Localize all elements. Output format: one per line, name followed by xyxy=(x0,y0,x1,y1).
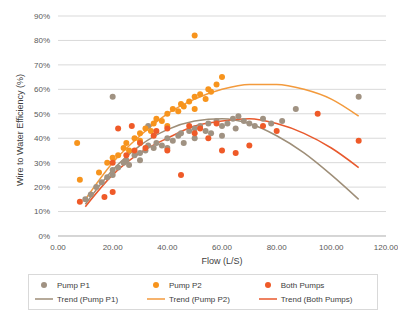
html-text:Trend (Both Pumps): Trend (Both Pumps) xyxy=(280,294,353,304)
svg-text:10%: 10% xyxy=(34,207,50,216)
svg-text:20.00: 20.00 xyxy=(103,243,124,252)
svg-text:40%: 40% xyxy=(34,134,50,143)
svg-text:90%: 90% xyxy=(34,12,50,21)
svg-text:80.00: 80.00 xyxy=(267,243,288,252)
svg-text:60.00: 60.00 xyxy=(212,243,233,252)
svg-text:120.00: 120.00 xyxy=(374,243,398,252)
svg-text:60%: 60% xyxy=(34,85,50,94)
svg-text:30%: 30% xyxy=(34,159,50,168)
html-text:Trend (Pump P2): Trend (Pump P2) xyxy=(168,294,230,304)
svg-text:Wire to Water Efficiency (%): Wire to Water Efficiency (%) xyxy=(15,74,25,186)
svg-text:Flow (L/S): Flow (L/S) xyxy=(201,256,242,266)
svg-text:70%: 70% xyxy=(34,61,50,70)
svg-text:40.00: 40.00 xyxy=(157,243,178,252)
svg-text:50%: 50% xyxy=(34,110,50,119)
html-text:Both Pumps: Both Pumps xyxy=(280,280,325,290)
html-text:Trend (Pump P1): Trend (Pump P1) xyxy=(57,294,119,304)
svg-text:0%: 0% xyxy=(38,232,50,241)
html-text:Pump P1: Pump P1 xyxy=(57,280,90,290)
svg-text:20%: 20% xyxy=(34,183,50,192)
svg-text:80%: 80% xyxy=(34,36,50,45)
svg-text:100.00: 100.00 xyxy=(319,243,344,252)
svg-text:0.00: 0.00 xyxy=(50,243,66,252)
html-text:Pump P2: Pump P2 xyxy=(168,280,202,290)
